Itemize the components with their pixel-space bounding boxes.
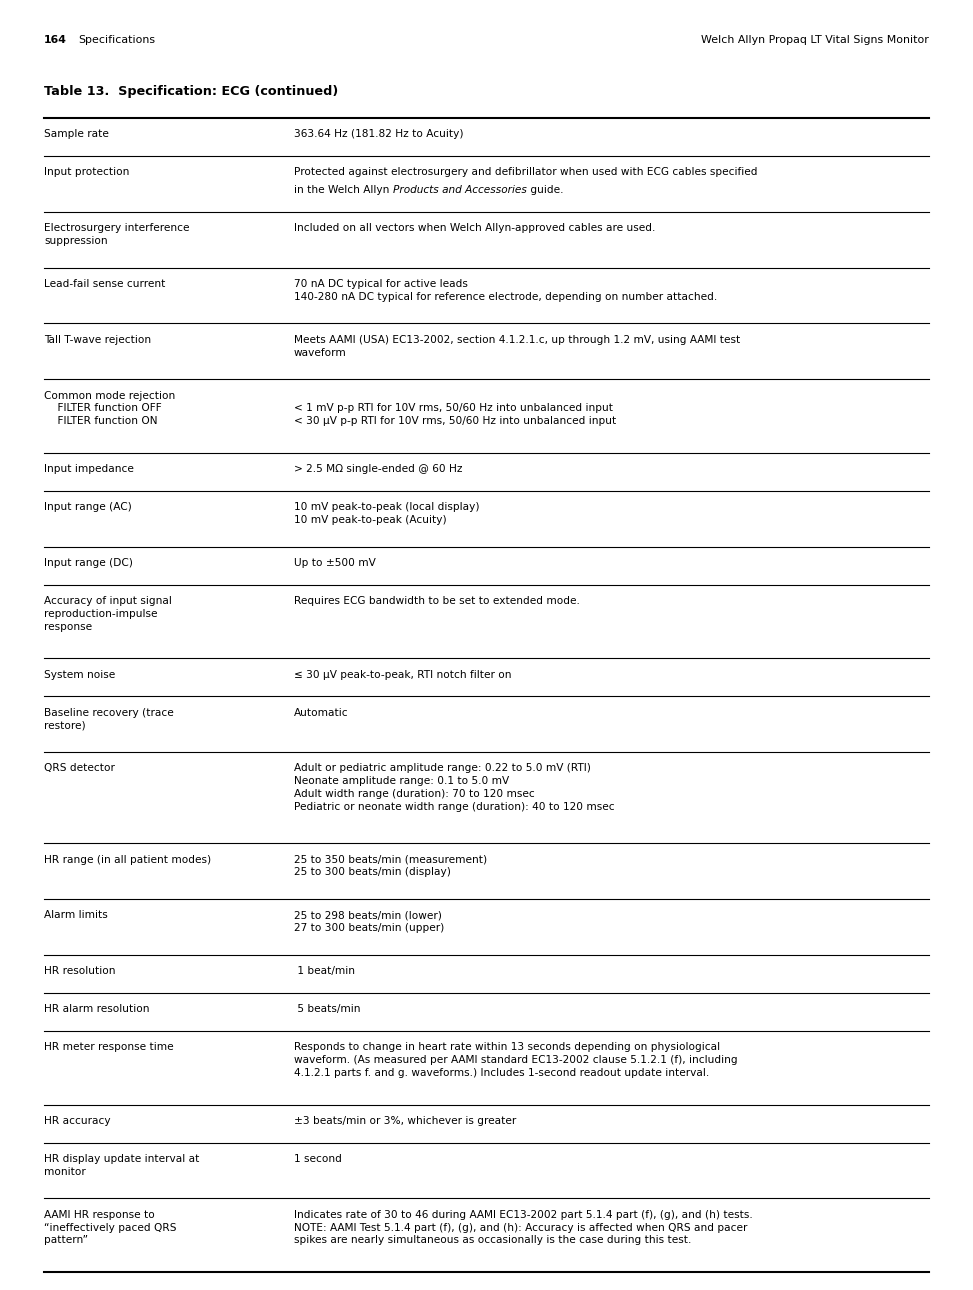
Text: < 1 mV p-p RTI for 10V rms, 50/60 Hz into unbalanced input
< 30 μV p-p RTI for 1: < 1 mV p-p RTI for 10V rms, 50/60 Hz int… bbox=[294, 391, 616, 426]
Text: Up to ±500 mV: Up to ±500 mV bbox=[294, 557, 376, 568]
Text: Indicates rate of 30 to 46 during AAMI EC13-2002 part 5.1.4 part (f), (g), and (: Indicates rate of 30 to 46 during AAMI E… bbox=[294, 1210, 753, 1245]
Text: Alarm limits: Alarm limits bbox=[44, 911, 108, 921]
Text: Lead-fail sense current: Lead-fail sense current bbox=[44, 279, 165, 289]
Text: 1 second: 1 second bbox=[294, 1155, 342, 1164]
Text: HR meter response time: HR meter response time bbox=[44, 1042, 173, 1053]
Text: Requires ECG bandwidth to be set to extended mode.: Requires ECG bandwidth to be set to exte… bbox=[294, 596, 580, 606]
Text: ±3 beats/min or 3%, whichever is greater: ±3 beats/min or 3%, whichever is greater bbox=[294, 1116, 517, 1126]
Text: Table 13.  Specification: ECG (continued): Table 13. Specification: ECG (continued) bbox=[44, 85, 339, 98]
Text: HR display update interval at
monitor: HR display update interval at monitor bbox=[44, 1155, 199, 1176]
Text: Input range (DC): Input range (DC) bbox=[44, 557, 133, 568]
Text: 10 mV peak-to-peak (local display)
10 mV peak-to-peak (Acuity): 10 mV peak-to-peak (local display) 10 mV… bbox=[294, 502, 480, 525]
Text: > 2.5 MΩ single-ended @ 60 Hz: > 2.5 MΩ single-ended @ 60 Hz bbox=[294, 464, 462, 473]
Text: Input protection: Input protection bbox=[44, 168, 129, 177]
Text: Automatic: Automatic bbox=[294, 707, 348, 717]
Text: ≤ 30 μV peak-to-peak, RTI notch filter on: ≤ 30 μV peak-to-peak, RTI notch filter o… bbox=[294, 670, 512, 680]
Text: Meets AAMI (USA) EC13-2002, section 4.1.2.1.c, up through 1.2 mV, using AAMI tes: Meets AAMI (USA) EC13-2002, section 4.1.… bbox=[294, 334, 740, 357]
Text: Responds to change in heart rate within 13 seconds depending on physiological
wa: Responds to change in heart rate within … bbox=[294, 1042, 738, 1078]
Text: Tall T-wave rejection: Tall T-wave rejection bbox=[44, 334, 151, 344]
Text: 25 to 350 beats/min (measurement)
25 to 300 beats/min (display): 25 to 350 beats/min (measurement) 25 to … bbox=[294, 855, 487, 877]
Text: Common mode rejection
    FILTER function OFF
    FILTER function ON: Common mode rejection FILTER function OF… bbox=[44, 391, 175, 426]
Text: Included on all vectors when Welch Allyn-approved cables are used.: Included on all vectors when Welch Allyn… bbox=[294, 223, 656, 233]
Text: System noise: System noise bbox=[44, 670, 115, 680]
Text: Protected against electrosurgery and defibrillator when used with ECG cables spe: Protected against electrosurgery and def… bbox=[294, 168, 758, 177]
Text: HR accuracy: HR accuracy bbox=[44, 1116, 111, 1126]
Text: HR range (in all patient modes): HR range (in all patient modes) bbox=[44, 855, 211, 864]
Text: Accuracy of input signal
reproduction-impulse
response: Accuracy of input signal reproduction-im… bbox=[44, 596, 172, 632]
Text: Electrosurgery interference
suppression: Electrosurgery interference suppression bbox=[44, 223, 190, 246]
Text: 363.64 Hz (181.82 Hz to Acuity): 363.64 Hz (181.82 Hz to Acuity) bbox=[294, 129, 463, 139]
Text: 70 nA DC typical for active leads
140-280 nA DC typical for reference electrode,: 70 nA DC typical for active leads 140-28… bbox=[294, 279, 717, 302]
Text: QRS detector: QRS detector bbox=[44, 764, 115, 774]
Text: guide.: guide. bbox=[526, 184, 563, 195]
Text: in the Welch Allyn: in the Welch Allyn bbox=[294, 184, 393, 195]
Text: Specifications: Specifications bbox=[78, 35, 155, 45]
Text: Sample rate: Sample rate bbox=[44, 129, 109, 139]
Text: HR alarm resolution: HR alarm resolution bbox=[44, 1005, 150, 1014]
Text: Adult or pediatric amplitude range: 0.22 to 5.0 mV (RTI)
Neonate amplitude range: Adult or pediatric amplitude range: 0.22… bbox=[294, 764, 615, 811]
Text: 5 beats/min: 5 beats/min bbox=[294, 1005, 361, 1014]
Text: 1 beat/min: 1 beat/min bbox=[294, 966, 355, 977]
Text: Baseline recovery (trace
restore): Baseline recovery (trace restore) bbox=[44, 707, 174, 730]
Text: Input impedance: Input impedance bbox=[44, 464, 134, 473]
Text: 25 to 298 beats/min (lower)
27 to 300 beats/min (upper): 25 to 298 beats/min (lower) 27 to 300 be… bbox=[294, 911, 445, 933]
Text: Input range (AC): Input range (AC) bbox=[44, 502, 131, 512]
Text: AAMI HR response to
“ineffectively paced QRS
pattern”: AAMI HR response to “ineffectively paced… bbox=[44, 1210, 176, 1245]
Text: Welch Allyn Propaq LT Vital Signs Monitor: Welch Allyn Propaq LT Vital Signs Monito… bbox=[702, 35, 929, 45]
Text: HR resolution: HR resolution bbox=[44, 966, 116, 977]
Text: 164: 164 bbox=[44, 35, 67, 45]
Text: Products and Accessories: Products and Accessories bbox=[393, 184, 526, 195]
